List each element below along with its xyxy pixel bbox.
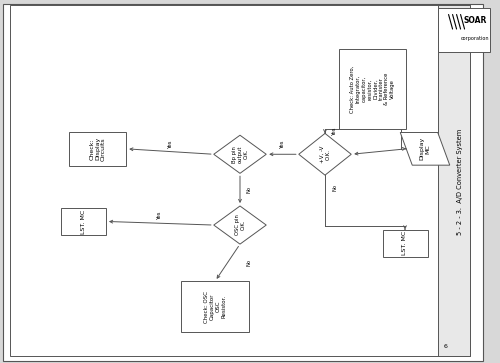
- Text: Yes: Yes: [280, 139, 285, 148]
- Polygon shape: [214, 206, 266, 244]
- Text: Check: OSC
Capacitor
OSC
Resistor.: Check: OSC Capacitor OSC Resistor.: [204, 291, 226, 323]
- Text: LST. MC: LST. MC: [402, 231, 407, 255]
- Text: Check: Auto Zero,
Integrator,
capacitor,
resistor,
Divider,
tranister
& Referenc: Check: Auto Zero, Integrator, capacitor,…: [350, 65, 396, 113]
- Polygon shape: [214, 135, 266, 174]
- Text: 6: 6: [444, 344, 448, 349]
- Text: Display
MC: Display MC: [420, 137, 430, 160]
- Text: SOAR: SOAR: [464, 16, 487, 25]
- Text: Check:
Display
Circuits: Check: Display Circuits: [89, 137, 106, 161]
- Text: corporation: corporation: [461, 36, 490, 41]
- Text: OSC pin
O.K.: OSC pin O.K.: [234, 215, 246, 236]
- FancyBboxPatch shape: [10, 5, 470, 356]
- Text: No: No: [246, 259, 252, 266]
- FancyBboxPatch shape: [382, 229, 428, 257]
- Text: 5 - 2 - 3.  A/D Converter System: 5 - 2 - 3. A/D Converter System: [457, 129, 463, 234]
- Text: +V, -V
O.K.: +V, -V O.K.: [320, 146, 330, 163]
- FancyBboxPatch shape: [61, 208, 106, 235]
- Text: Yes: Yes: [158, 211, 162, 219]
- Text: Yes: Yes: [168, 140, 172, 148]
- Text: No: No: [246, 186, 252, 193]
- Text: Yes: Yes: [332, 127, 336, 135]
- FancyBboxPatch shape: [339, 49, 406, 129]
- FancyBboxPatch shape: [438, 5, 470, 356]
- Polygon shape: [299, 134, 351, 175]
- FancyBboxPatch shape: [69, 132, 126, 166]
- Text: LST. MC: LST. MC: [81, 209, 86, 233]
- Text: Bp pin
output
O.K.: Bp pin output O.K.: [232, 146, 248, 163]
- FancyBboxPatch shape: [181, 281, 249, 332]
- FancyBboxPatch shape: [2, 4, 482, 361]
- Text: No: No: [332, 184, 338, 191]
- FancyBboxPatch shape: [438, 8, 490, 52]
- Polygon shape: [400, 132, 450, 165]
